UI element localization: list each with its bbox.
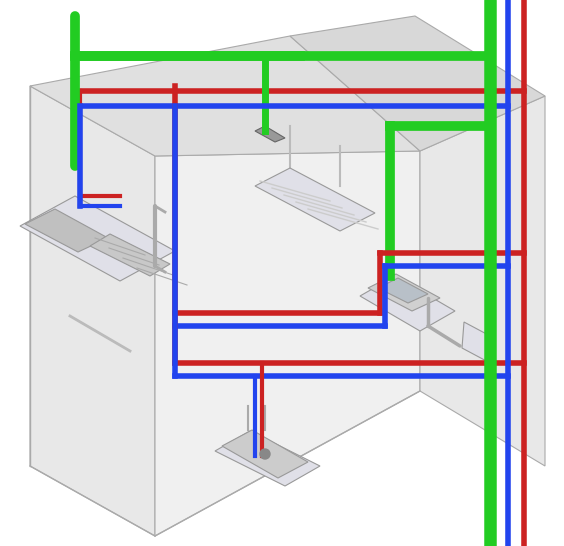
Polygon shape [368,274,440,311]
Polygon shape [215,431,320,486]
Polygon shape [378,278,428,303]
Polygon shape [255,126,285,142]
Circle shape [72,52,78,60]
Polygon shape [255,168,375,231]
Polygon shape [25,209,108,252]
Polygon shape [30,36,420,156]
Polygon shape [222,430,308,478]
Polygon shape [462,322,494,364]
Polygon shape [20,196,175,281]
Polygon shape [155,151,420,536]
Polygon shape [90,234,170,276]
Polygon shape [420,96,545,466]
Circle shape [260,449,270,459]
Polygon shape [290,16,545,151]
Polygon shape [30,86,155,536]
Polygon shape [360,276,455,331]
